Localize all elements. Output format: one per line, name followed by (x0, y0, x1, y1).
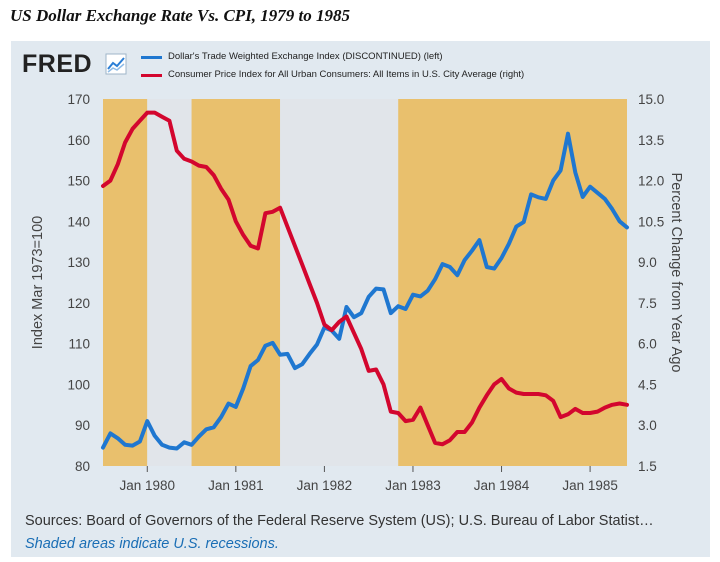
recession-band (398, 99, 627, 466)
x-tick-label: Jan 1984 (474, 478, 530, 493)
y-right-tick-label: 6.0 (638, 337, 657, 352)
line-chart-icon (105, 53, 127, 75)
y-left-tick-label: 110 (68, 337, 90, 352)
legend-label-cpi: Consumer Price Index for All Urban Consu… (168, 69, 525, 80)
y-axis-right-label: Percent Change from Year Ago (668, 173, 684, 373)
y-right-tick-label: 3.0 (638, 418, 657, 433)
y-right-tick-label: 1.5 (638, 459, 657, 474)
x-tick-label: Jan 1983 (385, 478, 441, 493)
y-right-tick-label: 12.0 (638, 174, 664, 189)
recession-band (103, 99, 148, 466)
y-left-tick-label: 80 (75, 459, 90, 474)
y-left-tick-label: 100 (67, 377, 90, 392)
legend-swatch-cpi (141, 74, 162, 77)
recession-note: Shaded areas indicate U.S. recessions. (25, 536, 279, 552)
y-right-tick-label: 7.5 (638, 296, 657, 311)
x-axis: Jan 1980 Jan 1981 Jan 1982 Jan 1983 Jan 1984… (120, 466, 618, 493)
y-left-tick-label: 90 (75, 418, 90, 433)
exchange-rate-line (101, 131, 629, 451)
fred-logo: FRED (22, 50, 93, 78)
y-left-tick-label: 150 (67, 174, 90, 189)
y-left-tick-label: 130 (67, 255, 90, 270)
y-left-tick-label: 140 (67, 214, 90, 229)
page-title: US Dollar Exchange Rate Vs. CPI, 1979 to… (10, 6, 351, 25)
y-right-tick-label: 15.0 (638, 92, 664, 107)
y-left-tick-label: 120 (67, 296, 90, 311)
y-right-tick-label: 9.0 (638, 255, 657, 270)
x-tick-label: Jan 1980 (120, 478, 176, 493)
x-tick-label: Jan 1981 (208, 478, 264, 493)
recession-band (191, 99, 281, 466)
x-tick-label: Jan 1985 (562, 478, 618, 493)
legend-swatch-exchange (141, 56, 162, 59)
legend-label-exchange: Dollar's Trade Weighted Exchange Index (… (168, 51, 443, 62)
unshaded-band (147, 99, 192, 466)
unshaded-band (280, 99, 399, 466)
recession-bands (103, 99, 627, 466)
y-axis-left: 80 90 100 110 120 130 140 150 160 170 (67, 92, 90, 474)
series-lines (101, 110, 629, 451)
y-right-tick-label: 10.5 (638, 214, 664, 229)
y-left-tick-label: 170 (67, 92, 90, 107)
y-right-tick-label: 13.5 (638, 133, 664, 148)
x-tick-label: Jan 1982 (297, 478, 353, 493)
y-right-tick-label: 4.5 (638, 377, 657, 392)
cpi-line (101, 110, 629, 447)
y-left-tick-label: 160 (67, 133, 90, 148)
y-axis-right: 1.5 3.0 4.5 6.0 7.5 9.0 10.5 12.0 13.5 15.0 (638, 92, 664, 474)
y-axis-left-label: Index Mar 1973=100 (30, 216, 46, 349)
